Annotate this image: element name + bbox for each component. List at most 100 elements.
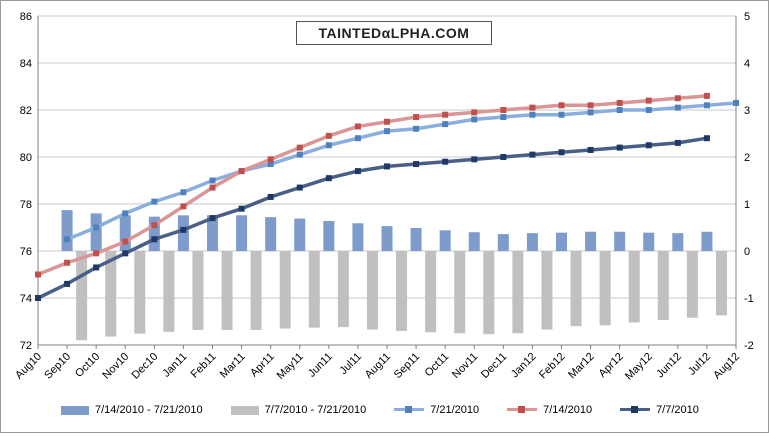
point-1-10 <box>325 132 332 139</box>
x-tick-label-1: Sep10 <box>42 351 73 382</box>
bar-0-15 <box>468 232 480 251</box>
x-tick-label-18: Feb12 <box>537 351 568 382</box>
point-0-8 <box>267 161 274 168</box>
bar-0-12 <box>381 226 393 251</box>
point-0-3 <box>122 210 129 217</box>
point-2-17 <box>529 151 536 158</box>
legend-label-line-2: 7/7/2010 <box>656 404 699 416</box>
bar-1-22 <box>686 251 698 318</box>
lines <box>35 92 739 301</box>
point-0-14 <box>442 121 449 128</box>
point-1-13 <box>413 114 420 121</box>
bar-0-4 <box>148 216 160 251</box>
point-1-3 <box>122 238 129 245</box>
point-2-11 <box>354 168 361 175</box>
legend-label-line-1: 7/14/2010 <box>543 404 593 416</box>
point-1-20 <box>616 99 623 106</box>
right-tick-labels: -2 -1 0 1 2 3 4 5 <box>744 11 754 352</box>
bar-1-1 <box>76 251 88 341</box>
point-2-2 <box>93 264 100 271</box>
bar-1-8 <box>279 251 291 329</box>
point-0-21 <box>645 107 652 113</box>
legend-swatch-line-2 <box>620 405 651 415</box>
bar-0-6 <box>207 215 218 251</box>
bar-1-7 <box>250 251 262 330</box>
x-tick-label-12: Aug11 <box>363 351 393 381</box>
x-tick-label-19: Mar12 <box>566 351 597 382</box>
x-tick-label-15: Nov11 <box>450 351 480 381</box>
left-tick-label-1: 74 <box>20 293 32 305</box>
point-2-18 <box>558 149 565 156</box>
point-2-3 <box>122 250 129 257</box>
point-1-22 <box>674 95 681 102</box>
point-1-21 <box>645 97 652 104</box>
point-0-23 <box>703 102 710 109</box>
bar-1-3 <box>134 251 146 334</box>
bar-0-17 <box>526 233 538 251</box>
bars <box>61 210 727 341</box>
point-2-14 <box>442 158 449 165</box>
point-2-0 <box>35 295 41 301</box>
bar-0-2 <box>90 213 102 251</box>
bar-0-8 <box>265 217 277 251</box>
point-2-1 <box>64 280 71 287</box>
x-tick-label-3: Nov10 <box>100 351 131 382</box>
legend-label-line-0: 7/21/2010 <box>430 404 480 416</box>
left-tick-label-4: 80 <box>20 152 32 164</box>
legend-item-bar-1: 7/7/2010 - 7/21/2010 <box>230 404 367 416</box>
point-2-5 <box>180 226 187 233</box>
bar-1-18 <box>570 251 582 327</box>
x-tick-label-11: Jul11 <box>338 351 365 378</box>
axes <box>37 16 737 349</box>
point-0-18 <box>558 111 565 118</box>
point-2-20 <box>616 144 623 151</box>
point-2-6 <box>209 215 216 222</box>
point-0-22 <box>674 104 681 111</box>
legend-item-line-1: 7/14/2010 <box>507 404 592 416</box>
point-0-13 <box>413 125 420 132</box>
bar-1-15 <box>483 251 495 335</box>
point-0-16 <box>500 114 507 121</box>
logo-text: TAINTEDαLPHA.COM <box>318 25 470 41</box>
point-2-9 <box>296 184 303 191</box>
point-1-19 <box>587 102 594 109</box>
right-tick-label-0: -2 <box>744 340 754 352</box>
point-1-5 <box>180 203 187 210</box>
bar-0-5 <box>177 215 189 251</box>
bar-1-6 <box>221 251 233 330</box>
point-1-7 <box>238 168 245 175</box>
point-0-19 <box>587 109 594 116</box>
bar-0-13 <box>410 227 422 251</box>
x-tick-label-9: May11 <box>275 351 306 382</box>
bar-0-23 <box>701 231 713 251</box>
left-tick-label-7: 86 <box>20 11 32 23</box>
bar-1-9 <box>308 251 320 328</box>
point-0-11 <box>354 135 361 142</box>
bar-1-4 <box>163 251 175 332</box>
bar-0-7 <box>236 215 248 251</box>
bar-1-16 <box>512 251 524 334</box>
x-tick-label-5: Jan11 <box>160 351 189 380</box>
logo: TAINTEDαLPHA.COM <box>296 21 492 45</box>
bar-0-14 <box>439 230 451 251</box>
bar-0-21 <box>643 232 655 251</box>
point-0-2 <box>93 224 100 231</box>
bar-1-13 <box>425 251 437 333</box>
bar-1-10 <box>337 251 349 328</box>
point-0-24 <box>733 99 739 106</box>
bar-0-11 <box>352 223 364 251</box>
bar-0-9 <box>294 218 306 251</box>
bar-0-22 <box>672 233 684 251</box>
legend-item-bar-0: 7/14/2010 - 7/21/2010 <box>61 404 203 416</box>
bar-0-20 <box>614 231 626 251</box>
bar-1-11 <box>366 251 378 330</box>
point-2-4 <box>151 236 158 243</box>
legend-swatch-line-1 <box>507 405 538 415</box>
line-0 <box>66 101 737 241</box>
point-2-16 <box>500 154 507 160</box>
legend-label-bar-1: 7/7/2010 - 7/21/2010 <box>264 404 367 416</box>
bar-0-18 <box>556 232 567 251</box>
point-2-10 <box>325 175 332 182</box>
